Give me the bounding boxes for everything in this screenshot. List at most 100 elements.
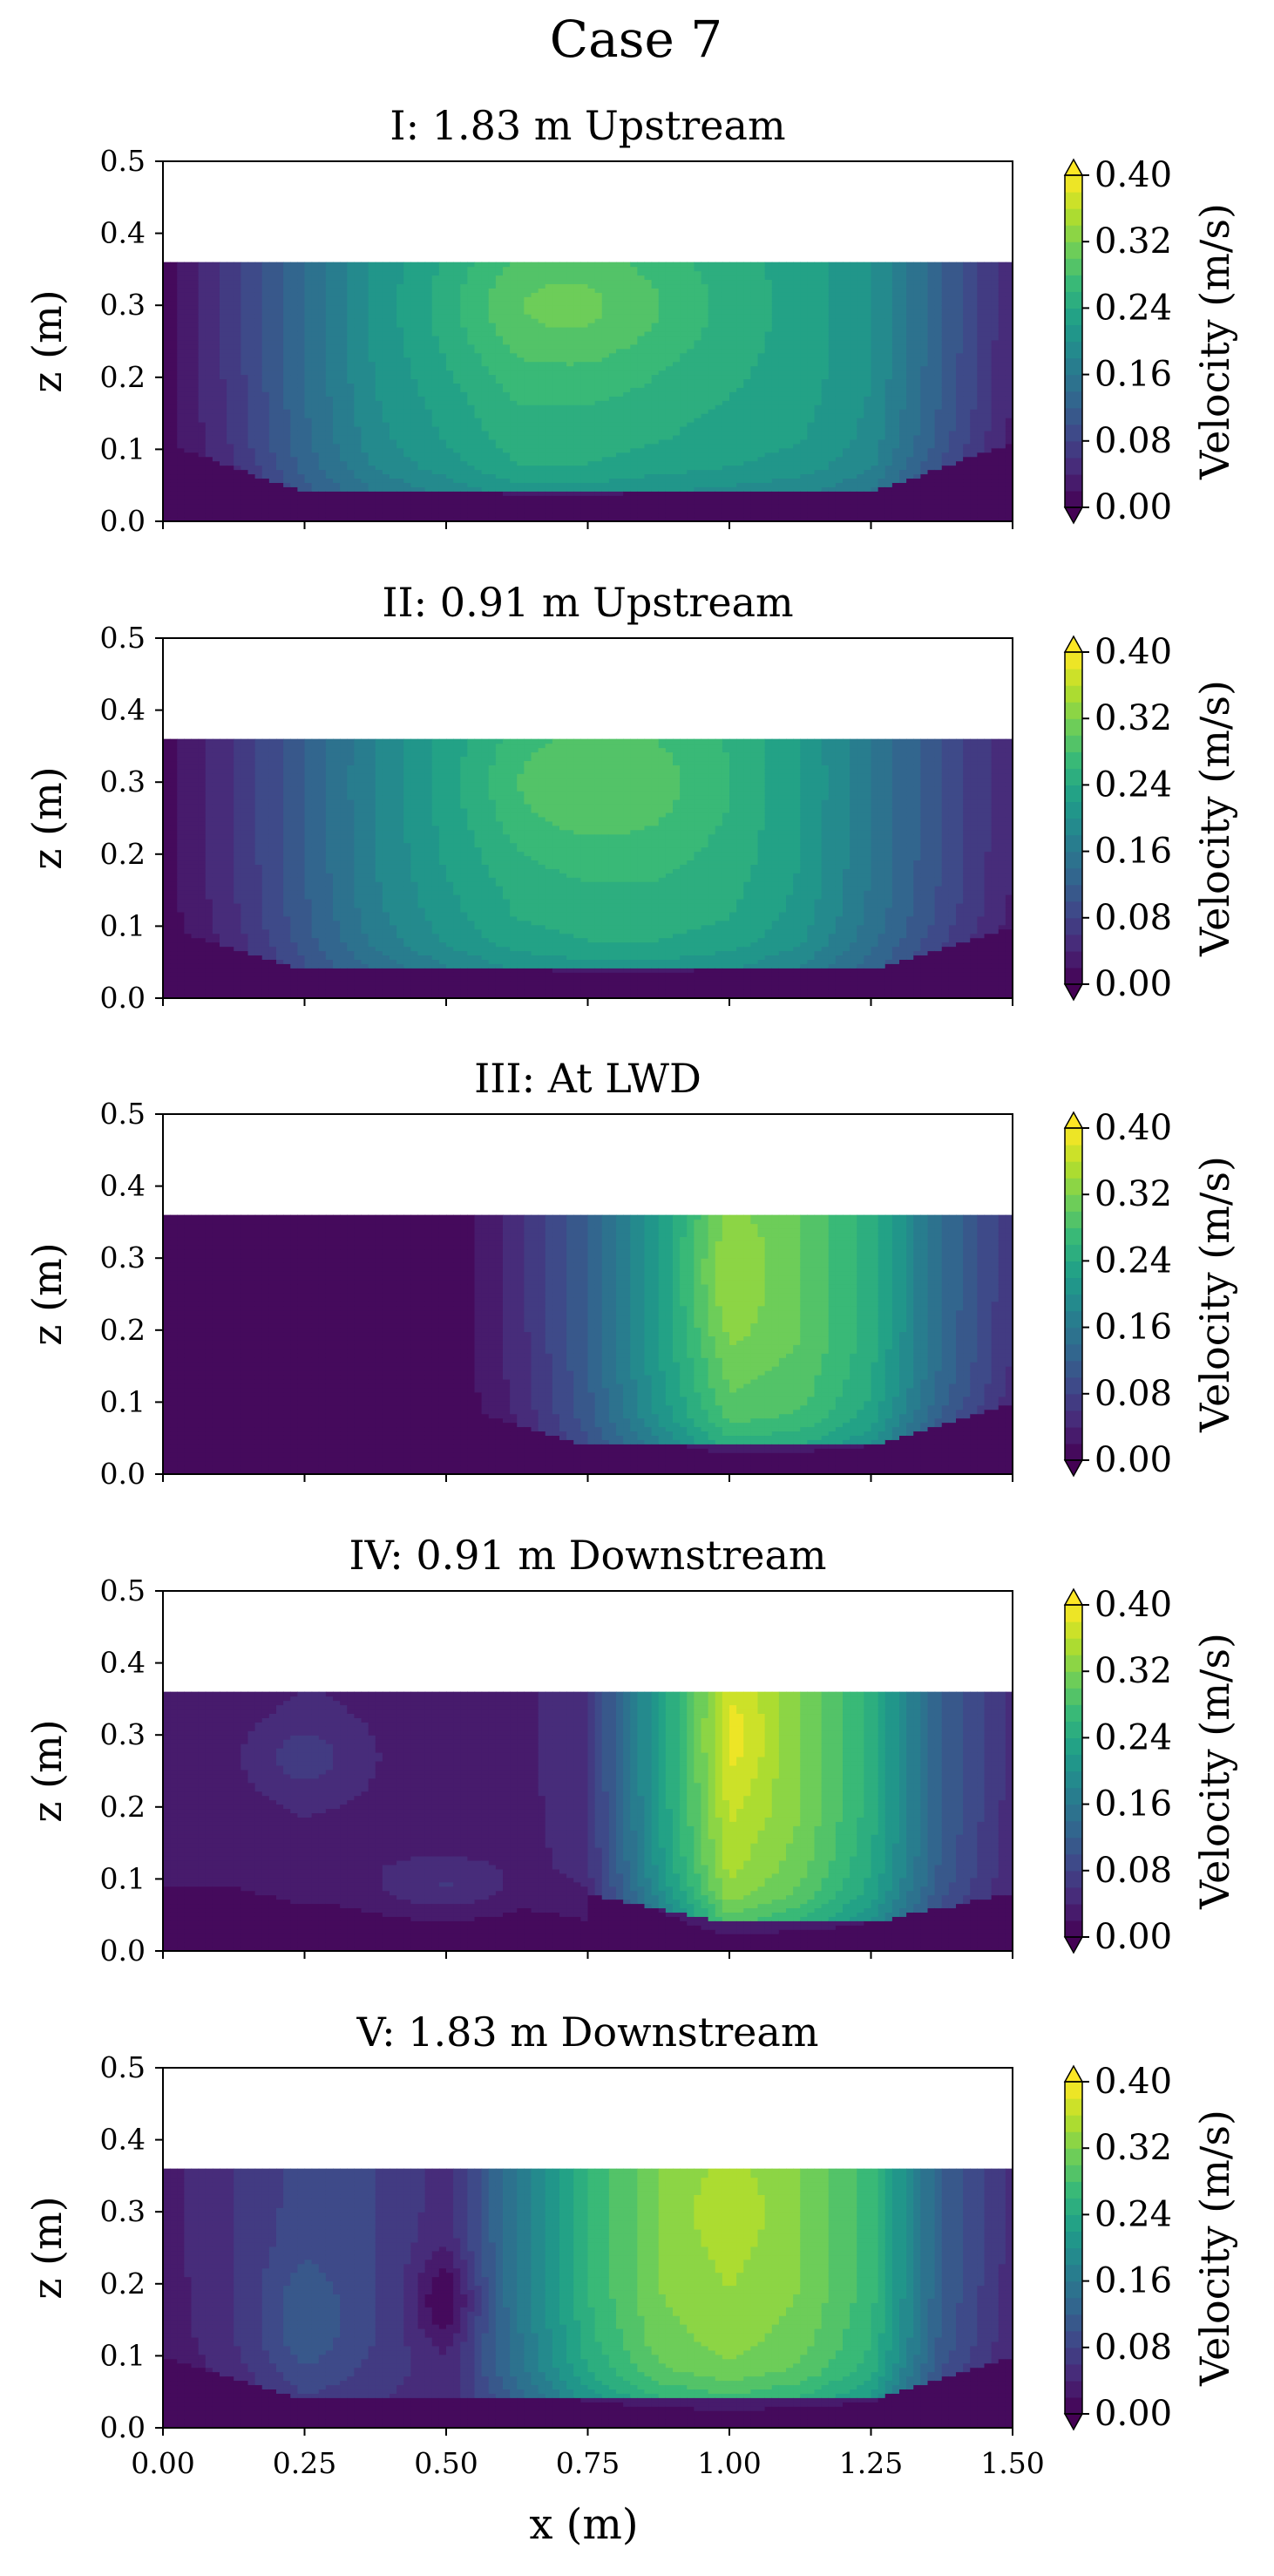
velocity-cell	[588, 314, 596, 319]
velocity-cell	[418, 448, 426, 453]
velocity-cell	[489, 422, 497, 427]
velocity-cell	[390, 495, 397, 500]
velocity-cell	[376, 314, 383, 319]
velocity-cell	[573, 400, 581, 405]
velocity-cell	[446, 461, 454, 466]
velocity-cell	[532, 323, 539, 328]
velocity-cell	[283, 391, 291, 397]
velocity-cell	[255, 366, 263, 371]
panel-title: I: 1.83 m Upstream	[390, 102, 785, 149]
velocity-cell	[410, 513, 418, 518]
velocity-cell	[482, 435, 490, 440]
velocity-cell	[383, 391, 390, 397]
velocity-cell	[248, 387, 256, 392]
velocity-cell	[588, 500, 596, 505]
velocity-cell	[418, 457, 426, 462]
velocity-cell	[418, 262, 426, 268]
velocity-cell	[446, 267, 454, 272]
velocity-cell	[489, 327, 497, 332]
velocity-cell	[616, 495, 624, 500]
velocity-cell	[609, 482, 617, 487]
velocity-cell	[539, 461, 546, 466]
velocity-cell	[580, 283, 588, 289]
velocity-cell	[283, 318, 291, 323]
velocity-cell	[305, 378, 313, 384]
velocity-cell	[559, 366, 567, 371]
velocity-cell	[588, 491, 596, 496]
velocity-cell	[546, 486, 553, 492]
velocity-cell	[517, 435, 525, 440]
velocity-cell	[630, 296, 638, 302]
velocity-cell	[453, 370, 461, 376]
velocity-cell	[453, 327, 461, 332]
velocity-cell	[319, 426, 327, 432]
velocity-cell	[623, 314, 631, 319]
velocity-cell	[177, 470, 185, 475]
velocity-cell	[376, 362, 383, 367]
velocity-cell	[326, 400, 334, 405]
velocity-cell	[503, 431, 511, 436]
velocity-cell	[369, 318, 376, 323]
velocity-cell	[425, 435, 433, 440]
velocity-cell	[517, 366, 525, 371]
velocity-cell	[248, 508, 256, 513]
velocity-cell	[489, 452, 497, 458]
velocity-cell	[425, 318, 433, 323]
velocity-cell	[532, 439, 539, 445]
velocity-cell	[517, 357, 525, 363]
velocity-cell	[276, 296, 284, 302]
velocity-cell	[234, 461, 241, 466]
velocity-cell	[446, 314, 454, 319]
velocity-cell	[460, 288, 468, 293]
velocity-cell	[580, 323, 588, 328]
velocity-cell	[446, 444, 454, 449]
velocity-cell	[333, 396, 341, 401]
velocity-cell	[347, 439, 355, 445]
velocity-cell	[425, 301, 433, 306]
velocity-cell	[496, 500, 504, 505]
velocity-cell	[439, 457, 447, 462]
velocity-cell	[220, 340, 227, 345]
velocity-cell	[475, 357, 483, 363]
velocity-cell	[573, 378, 581, 384]
velocity-cell	[517, 495, 525, 500]
velocity-cell	[213, 426, 220, 432]
velocity-cell	[602, 486, 610, 492]
velocity-cell	[319, 452, 327, 458]
velocity-cell	[227, 327, 234, 332]
velocity-cell	[369, 279, 376, 284]
velocity-cell	[234, 391, 241, 397]
velocity-cell	[255, 435, 263, 440]
velocity-cell	[297, 362, 305, 367]
velocity-cell	[467, 448, 475, 453]
velocity-cell	[354, 461, 362, 466]
velocity-cell	[362, 418, 369, 423]
velocity-cell	[446, 370, 454, 376]
velocity-cell	[403, 349, 411, 354]
velocity-cell	[213, 470, 220, 475]
velocity-cell	[573, 323, 581, 328]
velocity-cell	[369, 500, 376, 505]
velocity-cell	[319, 362, 327, 367]
velocity-cell	[290, 486, 298, 492]
velocity-cell	[383, 482, 390, 487]
velocity-cell	[595, 466, 603, 471]
velocity-cell	[220, 366, 227, 371]
velocity-cell	[616, 323, 624, 328]
velocity-cell	[213, 466, 220, 471]
velocity-cell	[453, 357, 461, 363]
velocity-cell	[383, 336, 390, 341]
velocity-cell	[354, 387, 362, 392]
velocity-cell	[262, 378, 270, 384]
velocity-cell	[340, 275, 348, 281]
velocity-cell	[446, 340, 454, 345]
velocity-cell	[220, 413, 227, 418]
velocity-cell	[369, 457, 376, 462]
velocity-cell	[546, 327, 553, 332]
velocity-cell	[383, 504, 390, 509]
velocity-cell	[199, 279, 207, 284]
velocity-cell	[566, 431, 574, 436]
velocity-cell	[390, 318, 397, 323]
velocity-cell	[425, 374, 433, 379]
velocity-cell	[475, 444, 483, 449]
